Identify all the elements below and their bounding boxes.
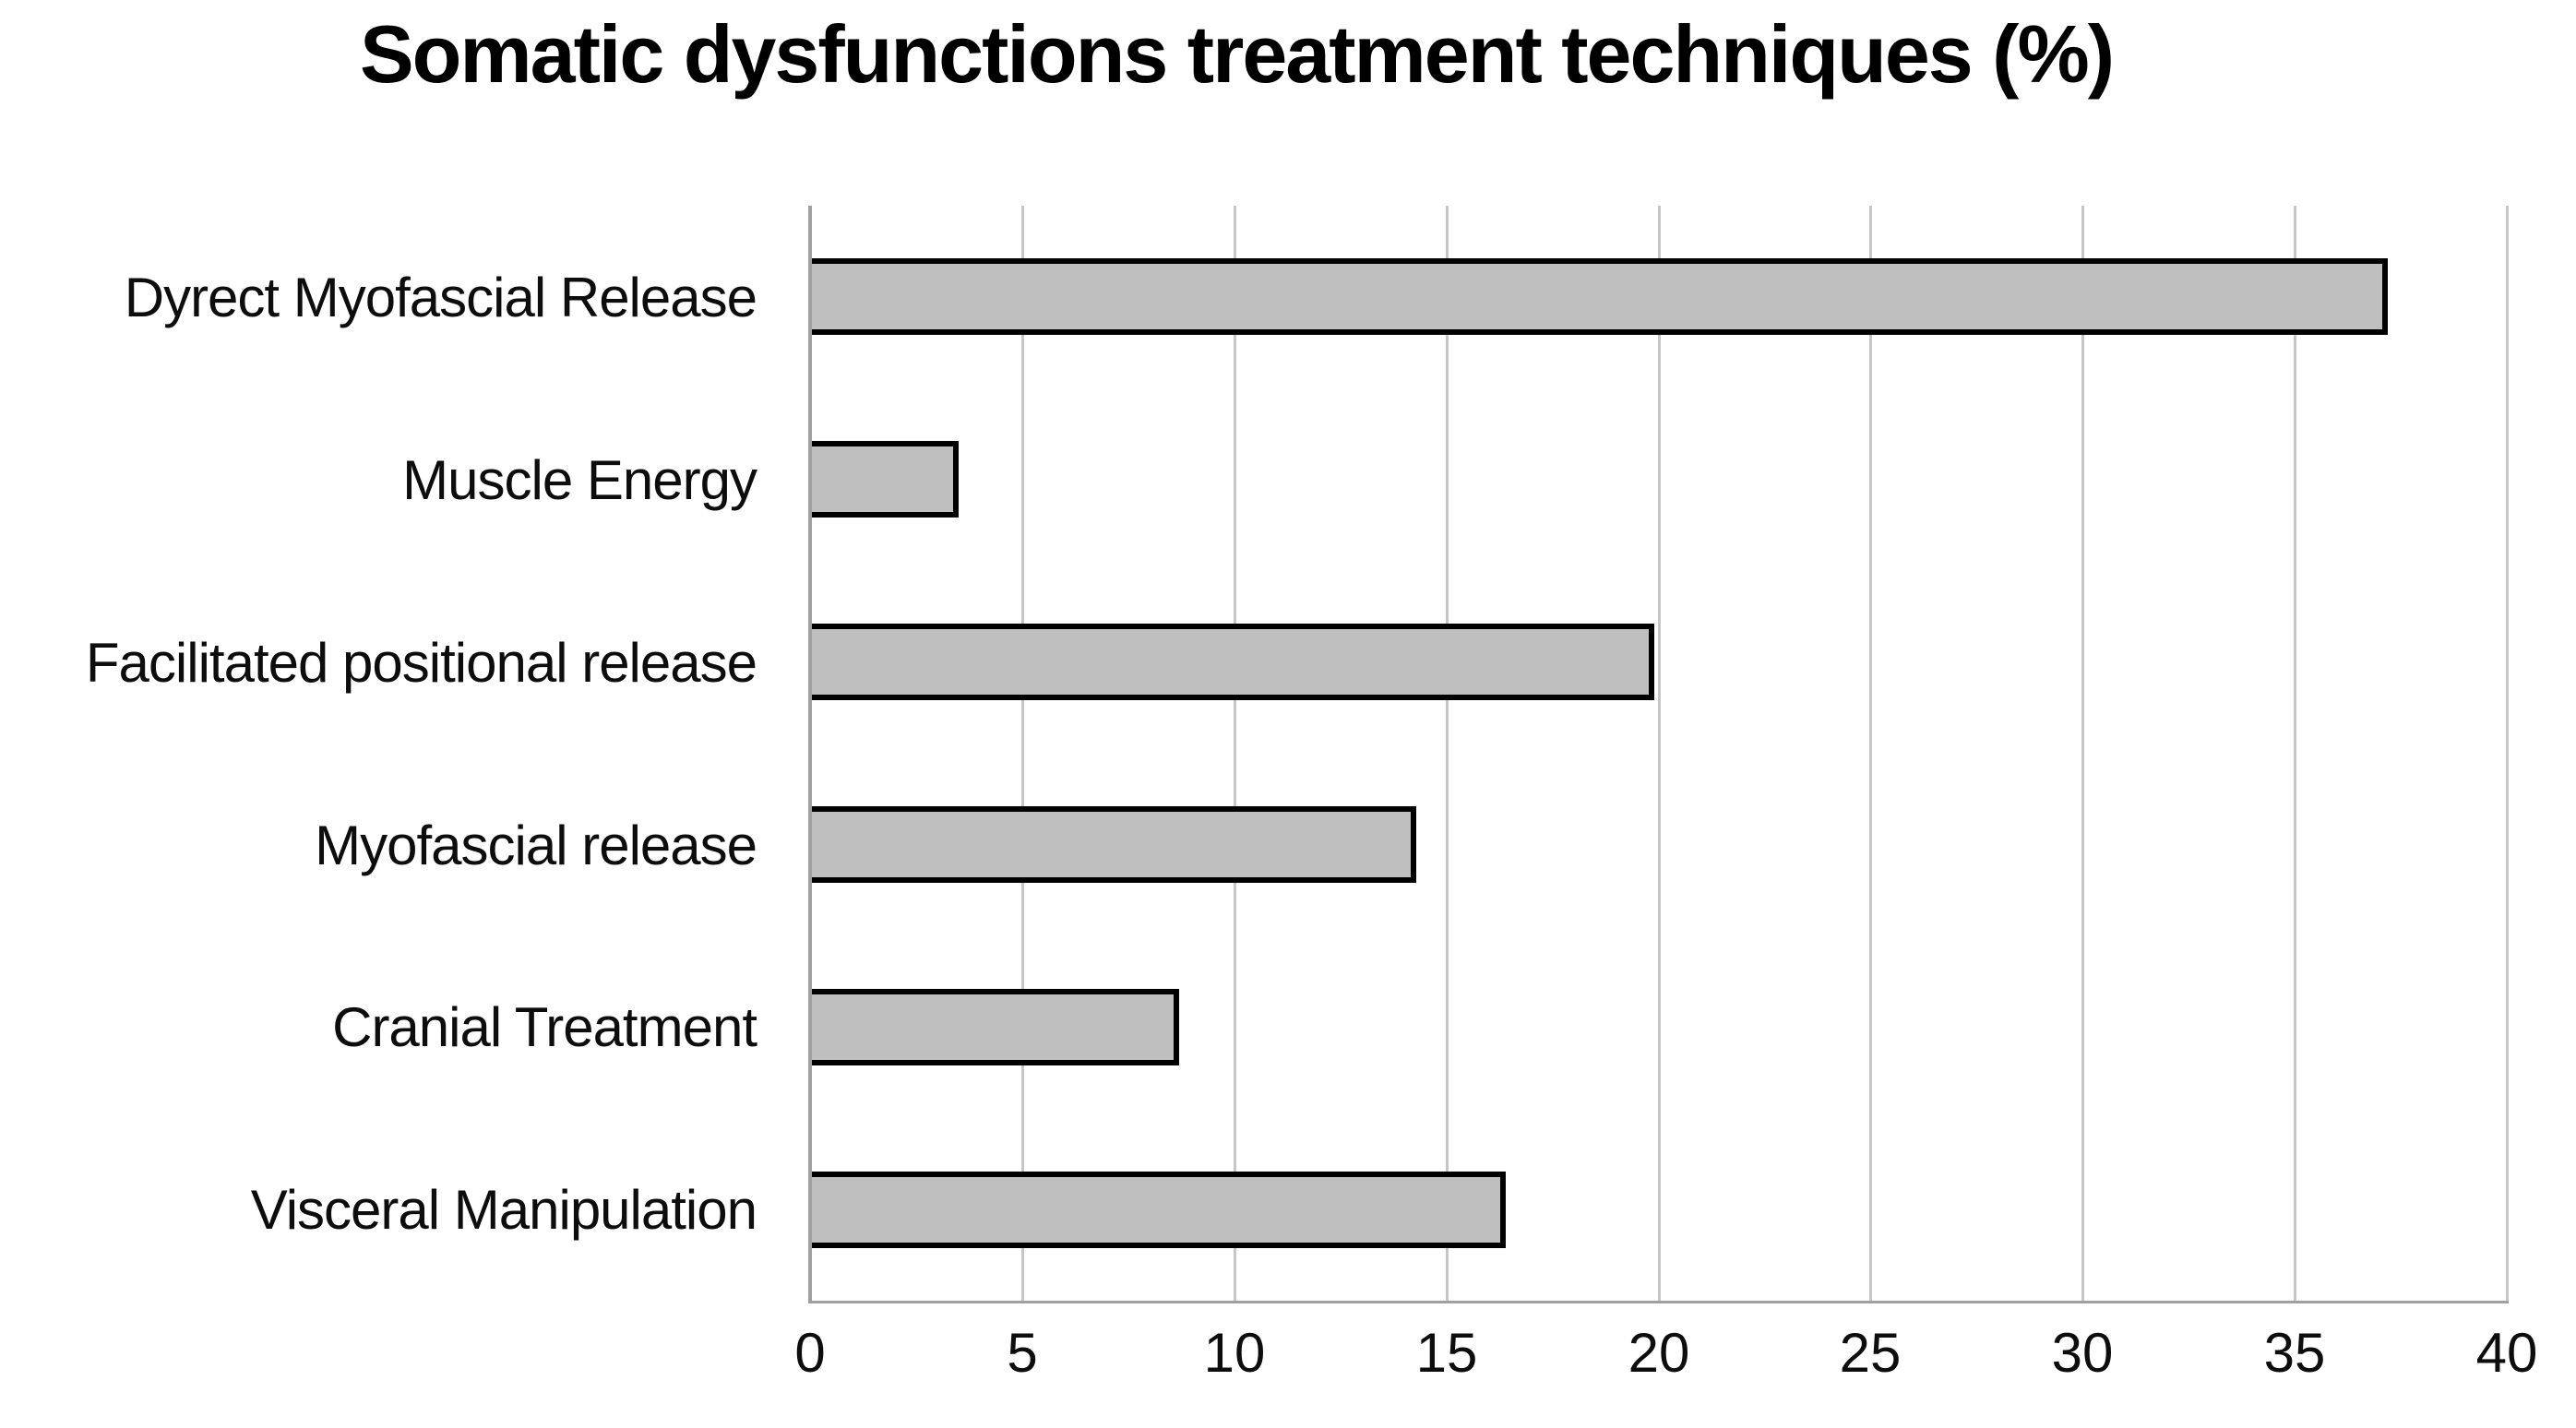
bar-5 — [810, 1172, 1506, 1248]
x-axis-line — [808, 1301, 2509, 1303]
x-tick-label-25: 25 — [1839, 1322, 1902, 1384]
category-axis-labels: Dyrect Myofascial Release Muscle Energy Fa… — [0, 206, 781, 1301]
bar-4 — [810, 989, 1179, 1065]
category-label-4: Cranial Treatment — [332, 995, 757, 1058]
category-label-2: Facilitated positional release — [85, 631, 757, 694]
x-tick-label-15: 15 — [1415, 1322, 1478, 1384]
bar-0 — [810, 258, 2388, 335]
category-label-5: Visceral Manipulation — [250, 1178, 757, 1241]
category-label-1: Muscle Energy — [402, 448, 757, 511]
category-label-0: Dyrect Myofascial Release — [124, 266, 757, 328]
y-axis-line — [808, 206, 812, 1301]
x-tick-label-10: 10 — [1203, 1322, 1266, 1384]
gridline-x-20 — [1658, 206, 1661, 1301]
gridline-x-30 — [2081, 206, 2084, 1301]
gridline-x-15 — [1446, 206, 1449, 1301]
gridline-x-40 — [2506, 206, 2509, 1301]
category-label-3: Myofascial release — [315, 814, 757, 876]
x-axis-tick-labels: 0 5 10 15 20 25 30 35 40 — [794, 1321, 2537, 1395]
x-tick-label-5: 5 — [1007, 1322, 1038, 1384]
x-tick-label-0: 0 — [794, 1322, 826, 1384]
bar-2 — [810, 624, 1654, 700]
x-tick-label-30: 30 — [2051, 1322, 2114, 1384]
x-tick-label-40: 40 — [2475, 1322, 2538, 1384]
x-tick-label-20: 20 — [1628, 1322, 1690, 1384]
bar-1 — [810, 441, 959, 518]
gridline-x-5 — [1021, 206, 1024, 1301]
gridline-x-10 — [1234, 206, 1236, 1301]
plot-area — [808, 206, 2509, 1303]
gridline-x-35 — [2294, 206, 2296, 1301]
chart-title: Somatic dysfunctions treatment technique… — [359, 8, 2115, 100]
bar-3 — [810, 806, 1416, 883]
gridline-x-25 — [1869, 206, 1872, 1301]
x-tick-label-35: 35 — [2263, 1322, 2326, 1384]
